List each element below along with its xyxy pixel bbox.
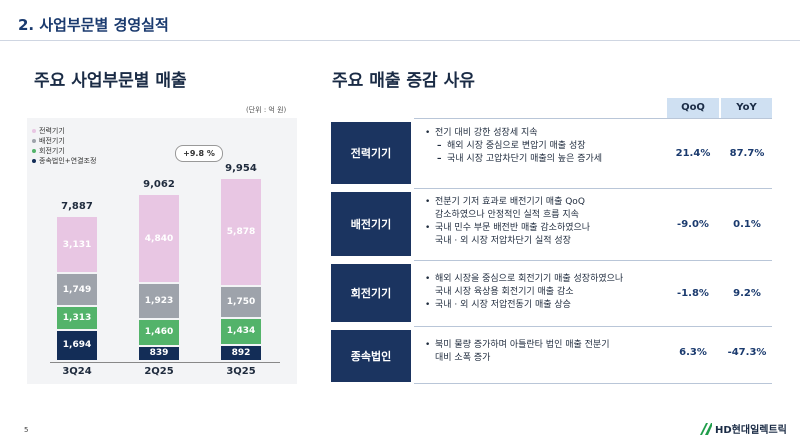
row-label-subsidiaries: 종속법인 <box>331 330 411 382</box>
yoy-value: -47.3% <box>727 347 767 358</box>
qoq-value: -9.0% <box>677 219 709 230</box>
bar-segment: 1,923 <box>139 284 179 318</box>
yoy-column-header: YoY <box>721 98 772 118</box>
legend-dot <box>32 129 36 133</box>
bullet-continuation: 감소하였으나 안정적인 실적 흐름 지속 <box>435 210 579 220</box>
chart-legend: 전력기기 배전기기 회전기기 종속법인+연결조정 <box>32 126 96 166</box>
row-divider <box>414 383 772 384</box>
legend-item: 전력기기 <box>32 126 96 136</box>
chart-baseline <box>50 362 280 363</box>
bar-category-label: 3Q24 <box>62 366 92 377</box>
qoq-column-header: QoQ <box>667 98 719 118</box>
bullet-continuation: 국내 시장 육상용 회전기기 매출 감소 <box>435 287 574 297</box>
unit-label: (단위 : 억 원) <box>246 106 287 114</box>
bar-segment: 1,313 <box>57 306 97 329</box>
legend-label: 종속법인+연결조정 <box>39 157 97 165</box>
legend-item: 회전기기 <box>32 146 96 156</box>
legend-item: 종속법인+연결조정 <box>32 156 96 166</box>
bar-segment: 1,434 <box>221 319 261 344</box>
bar-segment: 3,131 <box>57 216 97 273</box>
legend-item: 배전기기 <box>32 136 96 146</box>
row-divider <box>414 326 772 327</box>
row-divider <box>414 118 772 119</box>
reason-power: • 전기 대비 강한 성장세 지속 – 해외 시장 중심으로 변압기 매출 성장 –… <box>425 127 602 166</box>
left-section-title: 주요 사업부문별 매출 <box>34 71 187 91</box>
header-title: 2. 사업부문별 경영실적 <box>18 16 169 34</box>
bullet-continuation: 국내 · 외 시장 저압차단기 실적 성장 <box>435 236 571 246</box>
legend-label: 전력기기 <box>39 127 65 135</box>
sub-bullet: – 국내 시장 고압차단기 매출의 높은 증가세 <box>437 154 603 164</box>
bar-segment: 5,878 <box>221 178 261 285</box>
bullet: • 해외 시장을 중심으로 회전기기 매출 성장하였으나 <box>425 274 624 284</box>
bullet: • 북미 물량 증가하며 아틀란타 법인 매출 전분기 <box>425 340 610 350</box>
sub-bullet: – 해외 시장 중심으로 변압기 매출 성장 <box>437 141 586 151</box>
legend-label: 배전기기 <box>39 137 65 145</box>
logo-mark-icon <box>700 422 712 435</box>
qoq-value: 6.3% <box>679 347 707 358</box>
row-label-power: 전력기기 <box>331 122 411 184</box>
bar-category-label: 2Q25 <box>144 366 174 377</box>
bar-total-label: 7,887 <box>61 200 93 212</box>
bullet: • 국내 · 외 시장 저압전동기 매출 상승 <box>425 300 571 310</box>
yoy-value: 87.7% <box>729 148 765 159</box>
bar-segment: 1,750 <box>221 287 261 318</box>
header-divider <box>0 40 800 41</box>
legend-dot <box>32 159 36 163</box>
row-label-distribution: 배전기기 <box>331 192 411 256</box>
bar-segment: 1,460 <box>139 319 179 345</box>
qoq-value: -1.8% <box>677 288 709 299</box>
legend-dot <box>32 139 36 143</box>
bar-segment: 4,840 <box>139 195 179 283</box>
bullet: • 전분기 기저 효과로 배전기기 매출 QoQ <box>425 197 585 207</box>
bullet-continuation: 대비 소폭 증가 <box>435 353 491 363</box>
bar-segment: 1,749 <box>57 274 97 305</box>
qoq-value: 21.4% <box>675 148 711 159</box>
yoy-value: 9.2% <box>733 288 761 299</box>
bar-total-label: 9,954 <box>225 162 257 174</box>
reason-subsidiaries: • 북미 물량 증가하며 아틀란타 법인 매출 전분기 대비 소폭 증가 <box>425 339 610 365</box>
yoy-value: 0.1% <box>733 219 761 230</box>
company-logo: HD현대일렉트릭 <box>700 421 787 436</box>
right-section-title: 주요 매출 증감 사유 <box>332 71 475 91</box>
page-number: 5 <box>24 426 29 434</box>
growth-badge: +9.8 % <box>175 145 223 162</box>
bar-category-label: 3Q25 <box>226 366 256 377</box>
bullet: • 전기 대비 강한 성장세 지속 <box>425 128 538 138</box>
bar-segment: 839 <box>139 346 179 360</box>
reason-rotating: • 해외 시장을 중심으로 회전기기 매출 성장하였으나 국내 시장 육상용 회전… <box>425 273 623 312</box>
bar-total-label: 9,062 <box>143 179 175 191</box>
legend-label: 회전기기 <box>39 147 65 155</box>
legend-dot <box>32 149 36 153</box>
bar-segment: 1,694 <box>57 330 97 360</box>
reason-distribution: • 전분기 기저 효과로 배전기기 매출 QoQ 감소하였으나 안정적인 실적 흐… <box>425 196 590 248</box>
row-label-rotating: 회전기기 <box>331 264 411 322</box>
row-divider <box>414 188 772 189</box>
bar-segment: 892 <box>221 345 261 360</box>
row-divider <box>414 260 772 261</box>
bullet: • 국내 민수 부문 배전반 매출 감소하였으나 <box>425 223 591 233</box>
